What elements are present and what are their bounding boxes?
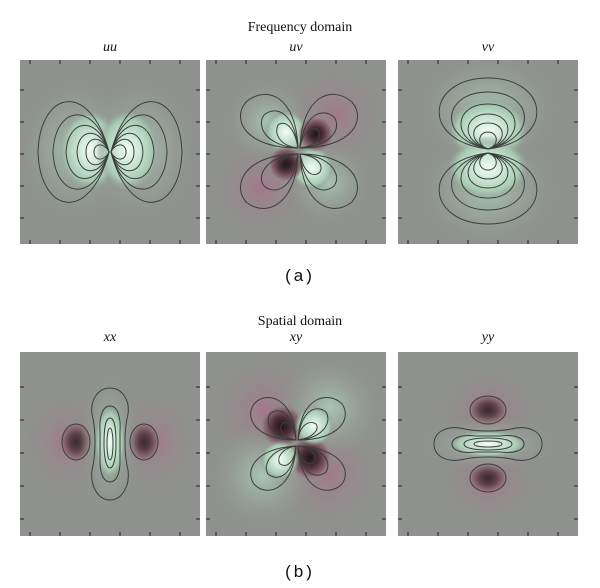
xy-plot bbox=[206, 352, 386, 536]
panel-label-yy: yy bbox=[481, 330, 495, 345]
uv-plot bbox=[206, 60, 386, 244]
xx-panel bbox=[20, 352, 200, 536]
panel-label-vv: vv bbox=[481, 40, 495, 55]
caption-a: (a) bbox=[285, 266, 315, 285]
panel-label-uu: uu bbox=[103, 40, 117, 55]
panel-label-xy: xy bbox=[289, 330, 303, 345]
vv-panel bbox=[398, 60, 578, 244]
frequency-domain-title: Frequency domain bbox=[247, 20, 353, 35]
xx-plot bbox=[20, 352, 200, 536]
yy-plot bbox=[398, 352, 578, 536]
uv-panel bbox=[206, 60, 386, 244]
uu-panel bbox=[20, 60, 200, 244]
uu-plot bbox=[20, 60, 200, 244]
yy-panel bbox=[398, 352, 578, 536]
spatial-domain-title: Spatial domain bbox=[257, 314, 343, 329]
panel-label-xx: xx bbox=[103, 330, 117, 345]
panel-label-uv: uv bbox=[289, 40, 303, 55]
vv-plot bbox=[398, 60, 578, 244]
caption-b: (b) bbox=[285, 562, 315, 581]
xy-panel bbox=[206, 352, 386, 536]
